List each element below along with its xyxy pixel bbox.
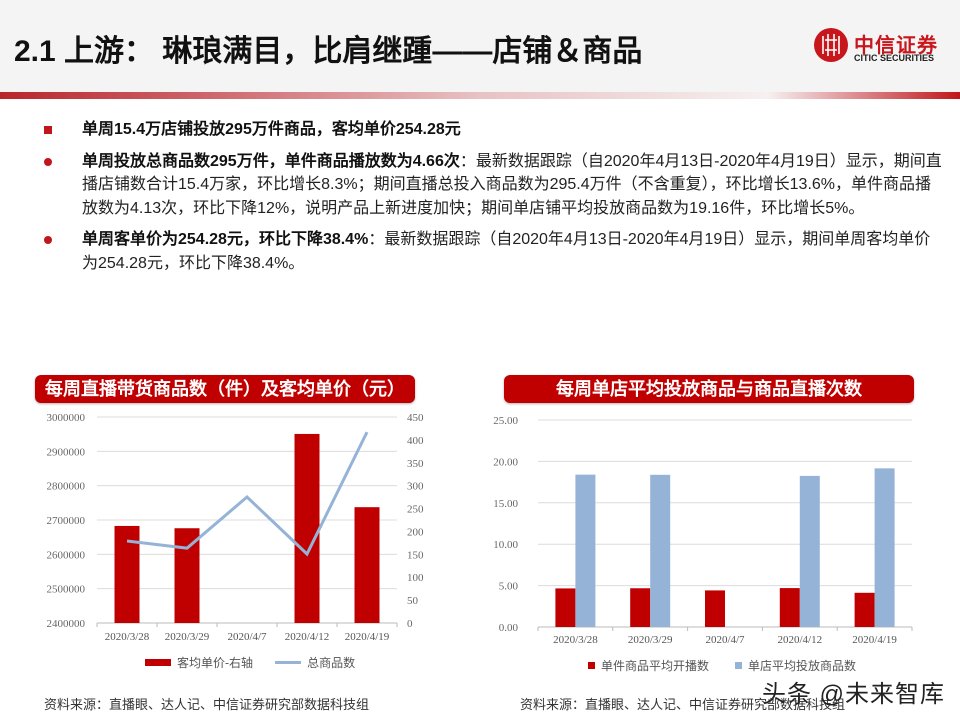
legend-line-swatch-icon [275, 661, 302, 664]
y-tick: 5.00 [499, 581, 519, 593]
bar [294, 433, 320, 623]
left-chart: 2400000 2500000 2600000 2700000 2800000 29000… [47, 412, 425, 643]
right-chart: 0.00 5.00 10.00 15.00 20.00 25.00 2020/3/28 202… [493, 415, 913, 646]
y-tick-right: 450 [407, 412, 424, 424]
logo-chinese-text: 中信证券 [854, 33, 938, 57]
bullet-bold: 单周投放总商品数295万件，单件商品播放数为4.66次 [82, 152, 460, 170]
y-tick-left: 3000000 [47, 412, 86, 424]
bar [705, 590, 725, 627]
right-chart-title: 每周单店平均投放商品与商品直播次数 [504, 375, 914, 403]
y-tick: 25.00 [493, 415, 518, 427]
bullet-item: 单周投放总商品数295万件，单件商品播放数为4.66次：最新数据跟踪（自2020… [42, 150, 942, 221]
x-tick: 2020/3/29 [628, 634, 673, 646]
bullet-bold: 单周15.4万店铺投放295万件商品，客均单价254.28元 [82, 121, 461, 138]
slide-header: 2.1 上游： 琳琅满目，比肩继踵——店铺＆商品 中信证券 CITIC SECU… [0, 0, 960, 92]
x-tick: 2020/3/28 [105, 631, 150, 643]
left-chart-legend: 客均单价-右轴 总商品数 [145, 654, 355, 671]
bullet-list: 单周15.4万店铺投放295万件商品，客均单价254.28元 单周投放总商品数2… [42, 118, 942, 283]
bullet-bold: 单周客单价为254.28元，环比下降38.4% [82, 231, 369, 248]
logo-english-text: CITIC SECURITIES [854, 53, 935, 63]
y-tick-right: 250 [407, 504, 424, 516]
y-tick-left: 2700000 [47, 515, 86, 527]
y-tick-left: 2400000 [47, 618, 86, 630]
y-tick: 10.00 [493, 539, 518, 551]
bullet-item: 单周15.4万店铺投放295万件商品，客均单价254.28元 [42, 118, 942, 142]
x-tick: 2020/4/12 [285, 631, 330, 643]
bar [575, 474, 596, 627]
left-chart-title: 每周直播带货商品数（件）及客均单价（元） [35, 375, 415, 403]
y-tick-right: 150 [407, 549, 424, 561]
bullet-text: ：最新数据跟踪（自2020年4月13日-2020年4月19日）显示，期间直播店铺… [82, 152, 942, 217]
dot-bullet-icon [44, 157, 52, 166]
bar [630, 588, 651, 627]
bar [650, 474, 671, 627]
legend-label: 客均单价-右轴 [177, 656, 254, 670]
y-tick-left: 2800000 [47, 481, 86, 493]
x-tick: 2020/4/12 [777, 634, 822, 646]
line-series [126, 431, 369, 557]
left-chart-source: 资料来源：直播眼、达人记、中信证券研究部数据科技组 [44, 698, 370, 713]
header-divider [0, 92, 960, 99]
bar [354, 507, 380, 623]
bar [854, 592, 875, 627]
right-chart-legend: 单件商品平均开播数 单店平均投放商品数 [588, 657, 856, 674]
dot-bullet-icon [44, 236, 52, 244]
bar [174, 528, 200, 623]
y-tick-right: 200 [407, 526, 424, 538]
legend-label: 单件商品平均开播数 [601, 659, 710, 673]
right-chart-source: 资料来源：直播眼、达人记、中信证券研究部数据科技组 [520, 698, 846, 713]
y-tick: 20.00 [493, 456, 518, 468]
x-tick: 2020/3/28 [553, 634, 598, 646]
legend-red-swatch-icon [588, 662, 595, 669]
x-tick: 2020/3/29 [165, 631, 210, 643]
citic-logo-icon [814, 28, 848, 62]
slide-title: 2.1 上游： 琳琅满目，比肩继踵——店铺＆商品 [14, 35, 643, 68]
x-tick: 2020/4/19 [852, 634, 897, 646]
y-tick-right: 400 [407, 435, 424, 447]
legend-label: 单店平均投放商品数 [748, 659, 857, 673]
legend-blue-swatch-icon [735, 662, 743, 669]
y-tick-right: 0 [407, 618, 413, 630]
bar [555, 588, 576, 627]
bullet-item: 单周客单价为254.28元，环比下降38.4%：最新数据跟踪（自2020年4月1… [42, 228, 942, 275]
watermark: 头条 @未来智库 [762, 681, 946, 708]
y-tick-right: 50 [407, 595, 419, 607]
y-tick: 15.00 [493, 498, 518, 510]
y-tick-left: 2600000 [47, 549, 86, 561]
y-tick-left: 2500000 [47, 584, 86, 596]
x-tick: 2020/4/7 [705, 634, 745, 646]
bar [799, 475, 820, 627]
y-tick: 0.00 [499, 622, 519, 634]
legend-label: 总商品数 [307, 656, 356, 670]
y-tick-left: 2900000 [47, 446, 86, 458]
bar [779, 588, 800, 627]
x-tick: 2020/4/19 [345, 631, 390, 643]
square-bullet-icon [44, 126, 52, 134]
y-tick-right: 350 [407, 458, 424, 470]
citic-logo: 中信证券 CITIC SECURITIES [814, 28, 944, 68]
x-tick: 2020/4/7 [227, 631, 267, 643]
y-tick-right: 300 [407, 481, 424, 493]
bullet-text: ：最新数据跟踪（自2020年4月13日-2020年4月19日）显示，期间单周客均… [82, 231, 931, 272]
legend-bar-swatch-icon [145, 659, 171, 666]
y-tick-right: 100 [407, 572, 424, 584]
bar [874, 468, 895, 627]
